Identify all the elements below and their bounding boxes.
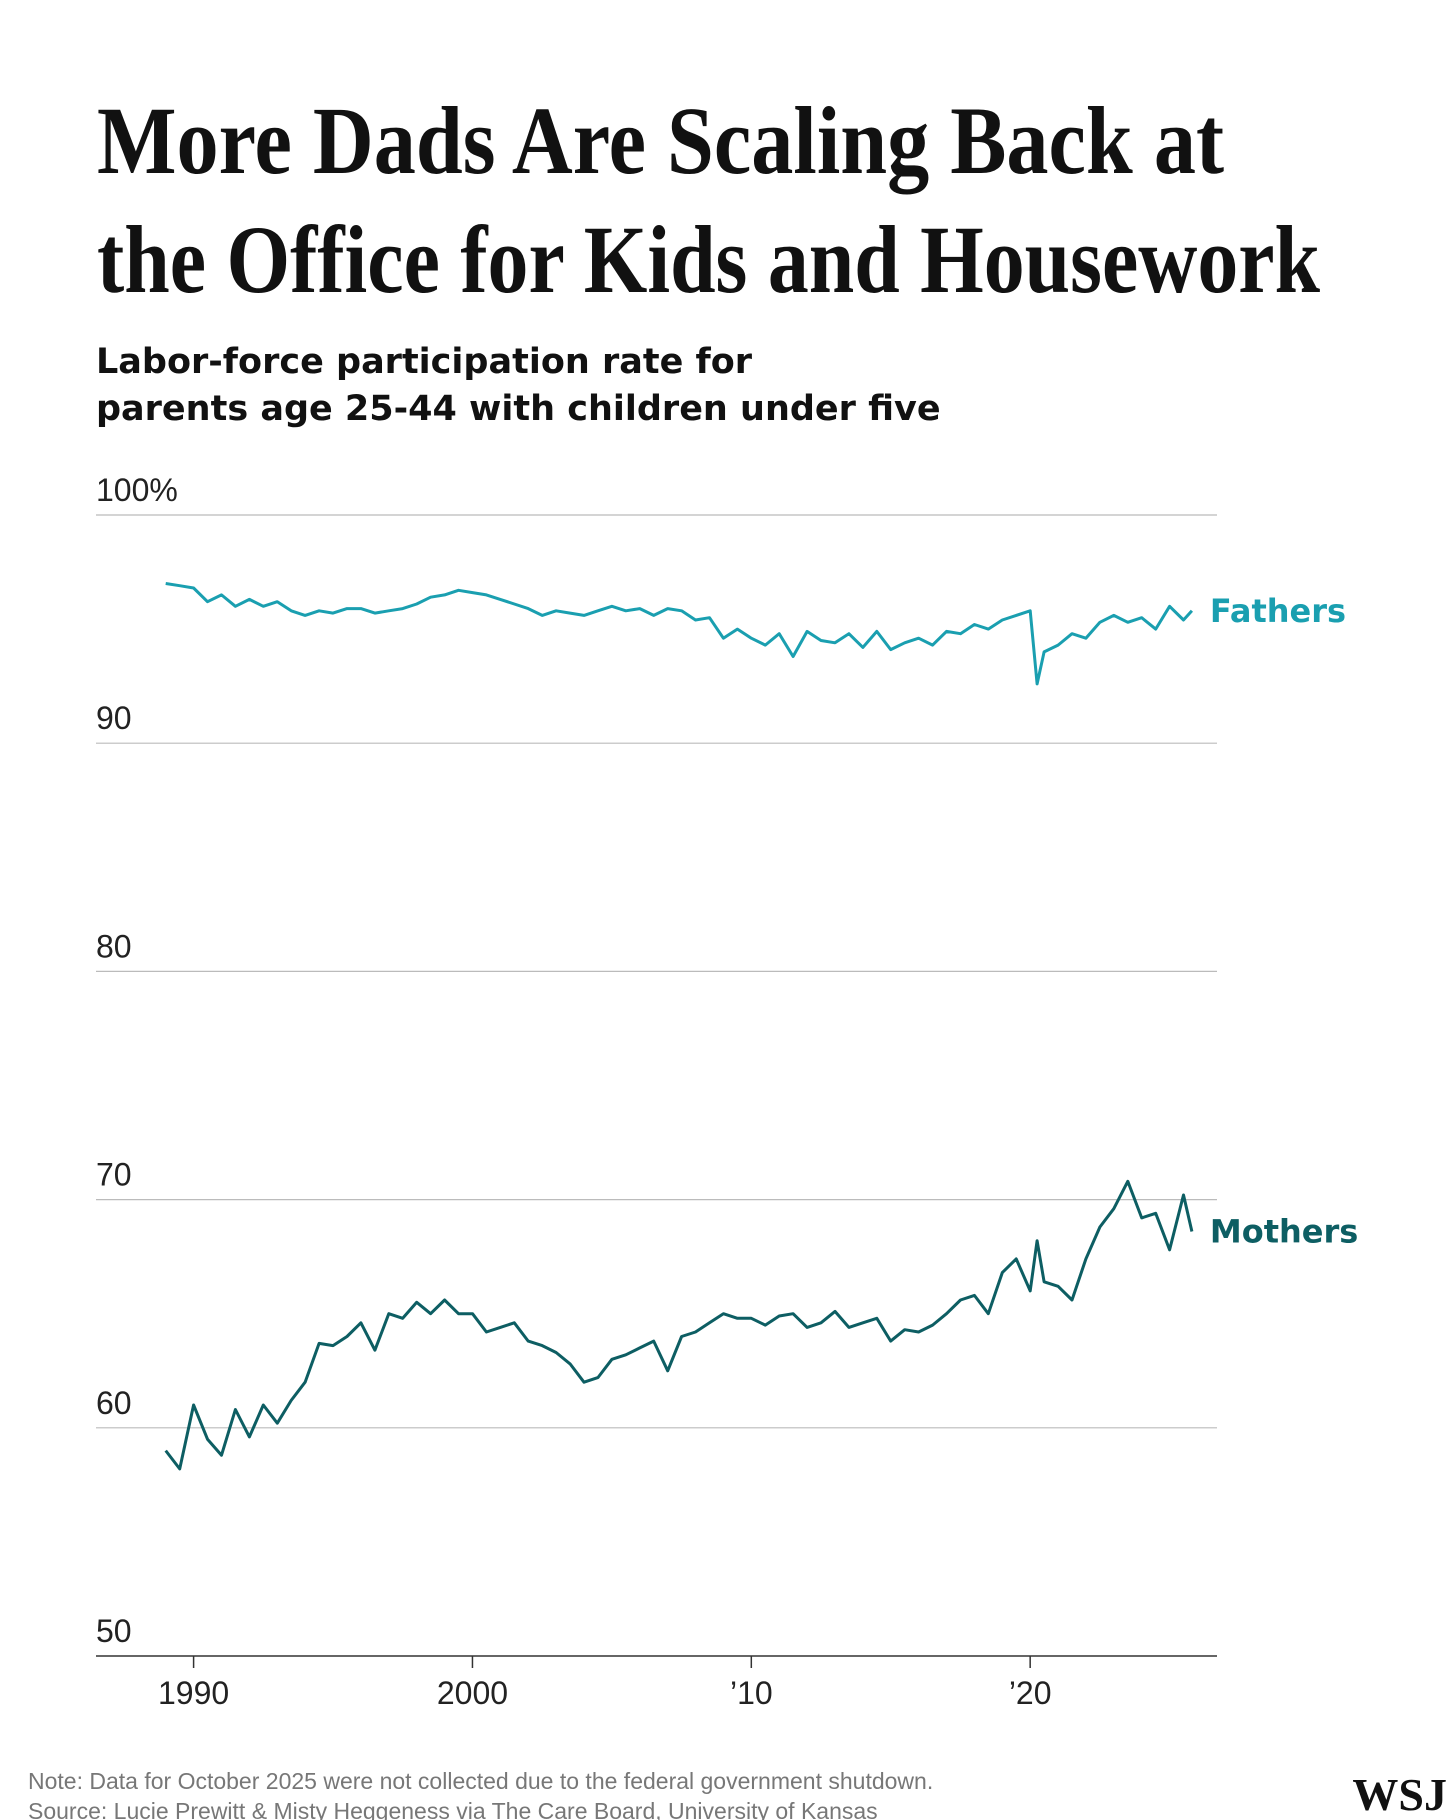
y-tick-label: 100% <box>96 472 178 508</box>
x-tick-label: 1990 <box>158 1675 229 1711</box>
x-tick-label: 2000 <box>437 1675 508 1711</box>
chart-title: More Dads Are Scaling Back at <box>97 87 1224 194</box>
y-tick-label: 80 <box>96 928 132 964</box>
y-tick-label: 50 <box>96 1613 132 1649</box>
x-tick-label: ’20 <box>1009 1675 1052 1711</box>
series-label: Mothers <box>1210 1213 1358 1251</box>
chart-subtitle: Labor-force participation rate for <box>96 342 753 382</box>
y-tick-label: 60 <box>96 1385 132 1421</box>
y-tick-label: 70 <box>96 1157 132 1193</box>
source: Source: Lucie Prewitt & Misty Heggeness … <box>28 1798 878 1820</box>
series-line <box>164 1179 1194 1471</box>
brand-logo: WSJ <box>1352 1769 1447 1820</box>
y-tick-label: 90 <box>96 700 132 736</box>
series-line <box>165 582 1194 686</box>
x-tick-label: ’10 <box>730 1675 773 1711</box>
chart-title: the Office for Kids and Housework <box>97 206 1321 313</box>
note: Note: Data for October 2025 were not col… <box>28 1768 933 1794</box>
series-label: Fathers <box>1210 592 1346 630</box>
chart-subtitle: parents age 25-44 with children under fi… <box>96 389 941 429</box>
